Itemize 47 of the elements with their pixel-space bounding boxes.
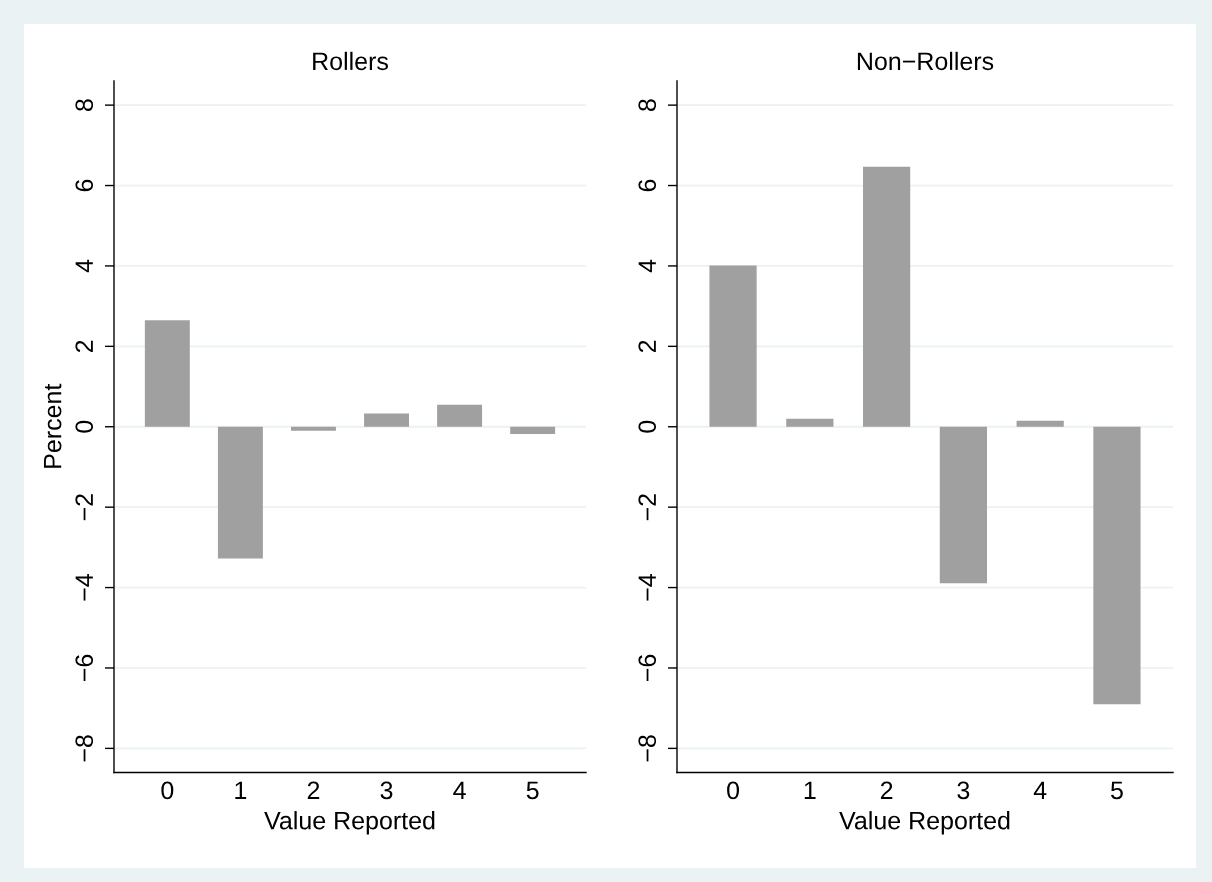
x-tick-label: 5 bbox=[526, 781, 539, 800]
x-tick-label: 4 bbox=[1033, 781, 1047, 799]
chart-title: Rollers bbox=[313, 51, 388, 71]
bar bbox=[364, 413, 409, 427]
y-tick-label: −6 bbox=[638, 654, 657, 681]
y-tick-label: 0 bbox=[75, 420, 94, 433]
y-axis-title: Percent bbox=[44, 383, 62, 468]
y-tick-label: 6 bbox=[638, 179, 657, 192]
x-tick-label: 0 bbox=[161, 781, 174, 800]
x-tick-label: 0 bbox=[727, 781, 740, 800]
bar bbox=[786, 418, 834, 427]
bar bbox=[939, 426, 987, 584]
bar bbox=[1093, 426, 1141, 705]
y-tick-label: 2 bbox=[638, 340, 656, 353]
x-tick-label: 4 bbox=[453, 781, 466, 799]
y-tick-label: 0 bbox=[638, 420, 657, 433]
x-axis-title: Value Reported bbox=[839, 811, 1010, 835]
x-tick-label: 2 bbox=[307, 781, 320, 799]
y-tick-label: −8 bbox=[75, 735, 94, 762]
chart-title: Non−Rollers bbox=[857, 51, 994, 71]
x-tick-label: 1 bbox=[235, 781, 247, 799]
y-tick-label: −2 bbox=[75, 494, 93, 521]
bar bbox=[217, 426, 263, 559]
bar bbox=[709, 265, 757, 427]
x-axis-title: Value Reported bbox=[264, 811, 435, 835]
y-tick-label: −8 bbox=[638, 735, 657, 762]
y-tick-label: −4 bbox=[75, 574, 93, 601]
y-tick-label: −4 bbox=[638, 574, 656, 601]
y-tick-label: 8 bbox=[638, 99, 657, 111]
x-tick-label: 3 bbox=[380, 781, 393, 800]
y-tick-label: 4 bbox=[75, 259, 93, 273]
x-tick-label: 3 bbox=[957, 781, 970, 800]
x-tick-label: 1 bbox=[804, 781, 816, 799]
y-tick-label: −2 bbox=[638, 494, 656, 521]
bar bbox=[510, 426, 556, 434]
y-tick-label: −6 bbox=[75, 654, 94, 681]
bar bbox=[144, 320, 190, 427]
bar bbox=[291, 426, 336, 431]
y-tick-label: 6 bbox=[75, 179, 94, 192]
y-tick-label: 4 bbox=[638, 259, 656, 273]
x-tick-label: 2 bbox=[880, 781, 893, 799]
x-tick-label: 5 bbox=[1111, 781, 1123, 800]
bar bbox=[437, 404, 483, 427]
y-tick-label: 2 bbox=[75, 340, 93, 353]
bar bbox=[1016, 420, 1064, 427]
y-tick-label: 8 bbox=[75, 99, 94, 111]
bar bbox=[863, 166, 911, 427]
